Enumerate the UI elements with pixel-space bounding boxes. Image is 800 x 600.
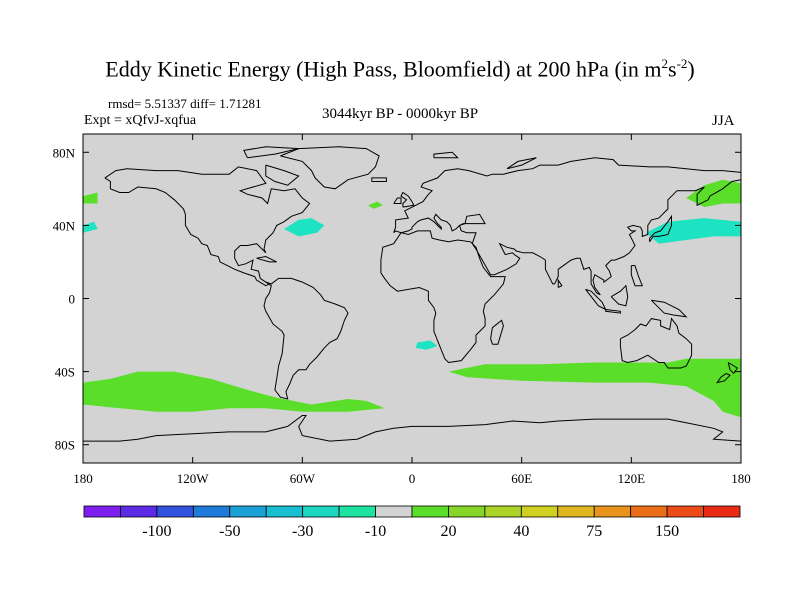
coastline-uk [400, 191, 415, 208]
colorbar-swatch [448, 505, 486, 518]
colorbar-swatch [265, 505, 304, 518]
coastline-borneo [610, 284, 629, 307]
coastline-north-america [104, 166, 311, 287]
coastline-iceland [371, 177, 387, 182]
coastline-south-america [263, 277, 349, 400]
colorbar-swatch [593, 505, 632, 518]
anomaly-central-pacific-cyan [83, 221, 98, 233]
map-background [83, 134, 741, 463]
coastline-eurasia [393, 157, 741, 296]
chart-title: Eddy Kinetic Energy (High Pass, Bloomfie… [0, 56, 800, 82]
period-label: 3044kyr BP - 0000kyr BP [321, 106, 479, 122]
colorbar-swatch [411, 505, 449, 518]
lon-tick-label: 180 [73, 471, 93, 486]
lat-tick-label: 80N [53, 145, 76, 160]
coastline-greenland [280, 146, 380, 190]
colorbar-swatch [484, 505, 522, 518]
coastline-sri-lanka [557, 278, 563, 288]
title-close: ) [687, 56, 695, 82]
colorbar-swatch [156, 505, 194, 518]
season-label: JJA [712, 113, 735, 129]
coastline-novaya-zemlya [506, 157, 537, 170]
colorbar-label: -50 [219, 523, 240, 540]
lat-tick-label: 40N [53, 218, 76, 233]
title-sup-1: 2 [661, 56, 669, 71]
lon-tick-label: 60E [511, 471, 532, 486]
lon-tick-label: 120E [618, 471, 646, 486]
colorbar-label: 75 [586, 523, 602, 540]
colorbar-swatch [703, 505, 741, 518]
colorbar-swatch [192, 505, 231, 518]
colorbar-swatch [302, 505, 340, 518]
coastline-ireland [393, 197, 402, 204]
experiment-label: Expt = xQfvJ-xqfua [84, 113, 197, 128]
coastline-cuba [256, 255, 277, 263]
colorbar-swatch [520, 505, 559, 518]
coastline-ellesmere [243, 146, 299, 159]
coastline-sumatra [585, 288, 607, 311]
colorbar-label: -100 [142, 523, 171, 540]
title-s: s [668, 56, 677, 82]
colorbar-label: -10 [365, 523, 386, 540]
coastline-japan [649, 214, 672, 243]
lon-tick-label: 180 [731, 471, 751, 486]
coastline-australia [619, 317, 693, 369]
coastline-baffin [265, 164, 300, 186]
coastline-madagascar [490, 319, 504, 345]
rmsd-diff-stats: rmsd= 5.51337 diff= 1.71281 [108, 96, 262, 111]
coastline-africa [380, 230, 506, 364]
title-sup-2: -2 [676, 56, 688, 71]
coastline-java [605, 309, 621, 314]
anomaly-mid-atlantic-green [368, 201, 383, 209]
anomaly-north-pacific-green [686, 179, 741, 208]
lon-tick-label: 60W [290, 471, 316, 486]
lat-tick-label: 0 [69, 292, 76, 307]
map-panel [83, 134, 741, 463]
coastline-new-zealand-s [716, 372, 731, 384]
colorbar-swatch [338, 505, 376, 518]
colorbar-swatch [666, 505, 704, 518]
colorbar-label: 40 [513, 523, 529, 540]
anomaly-north-pacific-cyan [646, 218, 741, 244]
map-axes: 80N 40N 0 40S 80S 180 120W 60W 0 60E 120E 180 [53, 133, 751, 486]
title-text: Eddy Kinetic Energy (High Pass, Bloomfie… [105, 56, 662, 82]
coastline-philippines [630, 265, 644, 287]
colorbar: -100 -50 -30 -10 20 40 75 150 [83, 505, 741, 540]
lat-tick-label: 40S [55, 365, 75, 380]
lon-tick-label: 120W [177, 471, 210, 486]
colorbar-swatch [120, 505, 158, 518]
colorbar-swatch [229, 505, 267, 518]
coastline-new-guinea [651, 299, 688, 318]
colorbar-label: 150 [655, 523, 679, 540]
colorbar-label: 20 [440, 523, 456, 540]
anomaly-north-atlantic-cyan [284, 218, 325, 237]
anomaly-south-atlantic-cyan [415, 340, 438, 350]
lat-tick-label: 80S [55, 438, 75, 453]
anomaly-southern-pacific-band [83, 371, 385, 412]
lon-tick-label: 0 [409, 471, 416, 486]
colorbar-swatch [83, 505, 121, 518]
colorbar-label: -30 [292, 523, 313, 540]
anomaly-alaska-green [83, 192, 98, 204]
coastline-svalbard [433, 151, 459, 159]
coastline-antarctica [83, 415, 741, 463]
colorbar-swatch [557, 505, 595, 518]
colorbar-swatch [630, 505, 668, 518]
colorbar-swatch [375, 505, 413, 518]
coastline-new-zealand-n [727, 362, 739, 375]
